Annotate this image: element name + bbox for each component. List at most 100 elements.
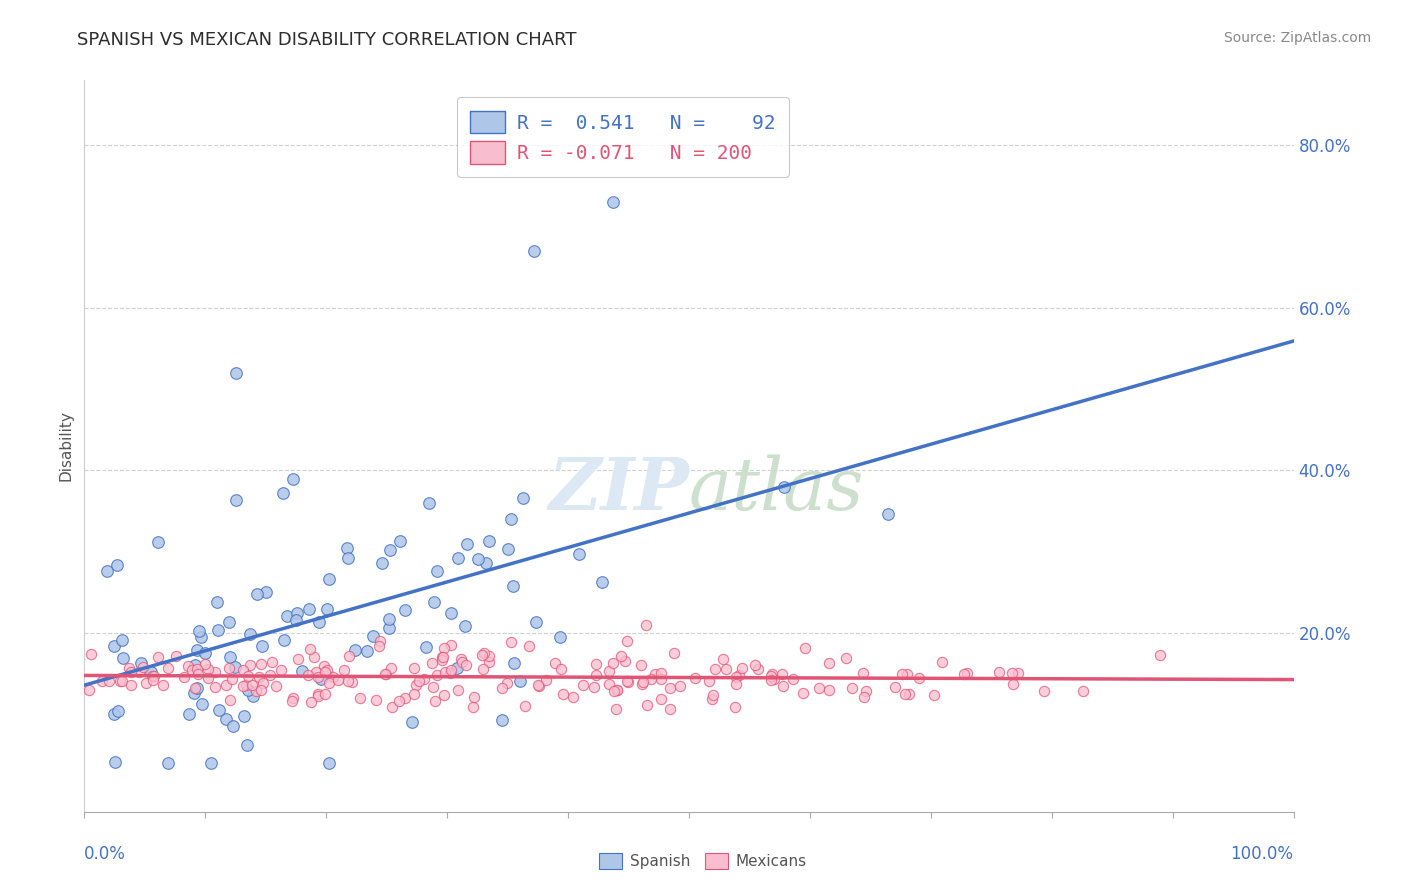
Point [852, 690, 875, 705]
Point [91, 673, 114, 688]
Point [186, 681, 208, 695]
Point [336, 541, 359, 555]
Point [762, 673, 785, 687]
Point [517, 640, 540, 654]
Point [636, 698, 658, 712]
Point [245, 684, 267, 698]
Point [98, 673, 121, 688]
Point [697, 673, 720, 688]
Point [285, 613, 308, 627]
Point [447, 551, 470, 566]
Point [724, 677, 747, 691]
Point [218, 693, 240, 707]
Point [156, 756, 179, 770]
Point [956, 665, 979, 680]
Point [394, 603, 416, 617]
Point [907, 671, 929, 685]
Point [204, 665, 226, 679]
Point [634, 617, 657, 632]
Point [700, 691, 723, 706]
Text: SPANISH VS MEXICAN DISABILITY CORRELATION CHART: SPANISH VS MEXICAN DISABILITY CORRELATIO… [77, 31, 576, 49]
Point [456, 537, 478, 551]
Point [80, 647, 103, 661]
Point [509, 674, 531, 689]
Point [104, 755, 127, 769]
Point [380, 661, 402, 675]
Point [339, 648, 361, 663]
Point [433, 688, 456, 702]
Point [877, 508, 900, 522]
Point [841, 681, 863, 696]
Point [418, 496, 440, 510]
Point [108, 674, 131, 689]
Point [402, 661, 425, 675]
Point [128, 665, 150, 680]
Point [731, 661, 754, 675]
Point [793, 640, 815, 655]
Point [440, 663, 463, 677]
Point [761, 667, 783, 681]
Point [598, 677, 620, 691]
Point [309, 672, 332, 686]
Point [146, 650, 169, 665]
Point [291, 665, 314, 679]
Point [606, 682, 628, 697]
Point [184, 681, 207, 695]
Point [337, 550, 360, 565]
Point [451, 655, 474, 669]
Point [605, 702, 627, 716]
Y-axis label: Disability: Disability [58, 410, 73, 482]
Point [283, 690, 305, 705]
Point [894, 687, 917, 701]
Point [307, 670, 329, 684]
Point [194, 646, 217, 660]
Point [423, 595, 446, 609]
Point [988, 665, 1011, 679]
Point [165, 648, 187, 663]
Point [135, 676, 157, 690]
Point [250, 682, 273, 697]
Point [890, 667, 912, 681]
Point [747, 662, 769, 676]
Point [361, 629, 384, 643]
Point [207, 624, 229, 638]
Point [111, 632, 134, 647]
Point [235, 738, 257, 752]
Text: ZIP: ZIP [548, 454, 689, 525]
Point [96, 564, 118, 578]
Point [1001, 665, 1024, 680]
Point [491, 681, 513, 696]
Point [298, 602, 321, 616]
Point [184, 658, 207, 673]
Point [142, 668, 165, 682]
Point [922, 688, 945, 702]
Point [252, 676, 274, 690]
Point [602, 656, 624, 670]
Point [408, 673, 430, 688]
Point [281, 694, 304, 708]
Point [773, 480, 796, 494]
Point [572, 678, 595, 692]
Point [463, 690, 485, 705]
Point [232, 680, 254, 694]
Point [381, 699, 404, 714]
Point [218, 661, 240, 675]
Point [187, 667, 209, 681]
Point [669, 679, 692, 693]
Point [650, 692, 672, 706]
Point [724, 700, 747, 714]
Point [287, 652, 309, 666]
Point [450, 652, 472, 666]
Point [447, 683, 470, 698]
Point [177, 706, 200, 721]
Point [173, 670, 195, 684]
Point [440, 606, 463, 620]
Point [583, 681, 606, 695]
Point [239, 658, 262, 673]
Point [349, 691, 371, 706]
Point [374, 667, 396, 681]
Point [430, 653, 453, 667]
Point [650, 665, 672, 680]
Point [271, 486, 294, 500]
Point [807, 681, 830, 695]
